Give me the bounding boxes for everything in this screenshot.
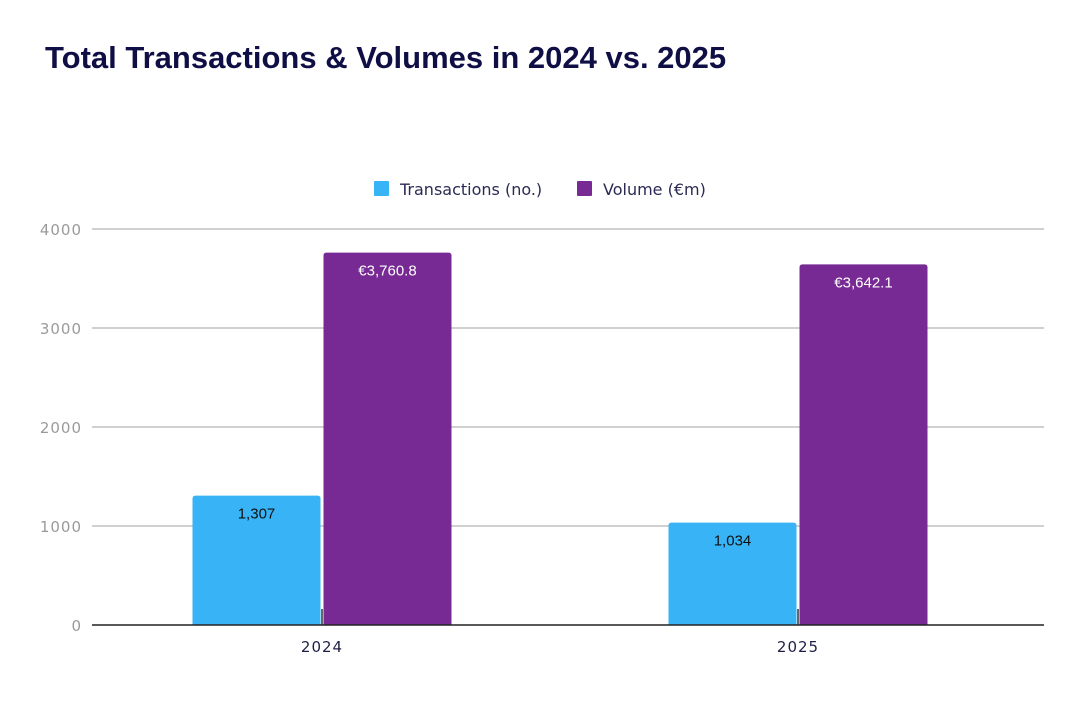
- legend-swatch: [374, 181, 389, 196]
- y-tick-label: 0: [71, 617, 82, 635]
- bar-volume-2024: [323, 252, 452, 626]
- data-label: €3,760.8: [358, 263, 416, 280]
- legend-label: Transactions (no.): [399, 180, 542, 199]
- bar-transactions-2024: [192, 495, 321, 625]
- bar-volume-2025: [799, 264, 928, 625]
- bar-transactions-2025: [668, 522, 797, 625]
- x-tick-label: 2024: [301, 638, 343, 656]
- legend-label: Volume (€m): [603, 180, 706, 199]
- data-label: 1,307: [238, 506, 276, 523]
- y-tick-label: 4000: [40, 221, 82, 239]
- y-tick-label: 1000: [40, 518, 82, 536]
- chart-title: Total Transactions & Volumes in 2024 vs.…: [45, 40, 727, 75]
- y-tick-label: 2000: [40, 419, 82, 437]
- data-label: €3,642.1: [834, 274, 892, 291]
- data-label: 1,034: [714, 533, 752, 550]
- x-tick-label: 2025: [777, 638, 819, 656]
- y-tick-label: 3000: [40, 320, 82, 338]
- legend-swatch: [577, 181, 592, 196]
